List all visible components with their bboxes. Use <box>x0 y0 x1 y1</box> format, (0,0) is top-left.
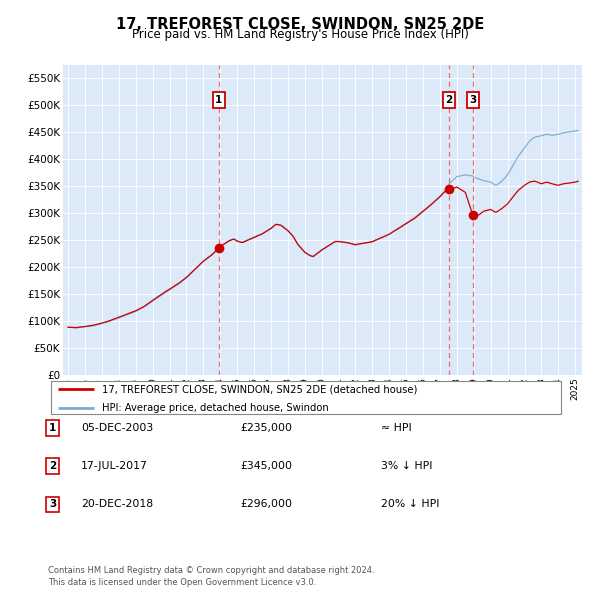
Text: 20-DEC-2018: 20-DEC-2018 <box>81 500 153 509</box>
Text: 3: 3 <box>49 500 56 509</box>
Text: £235,000: £235,000 <box>240 423 292 432</box>
Text: 1: 1 <box>215 95 223 105</box>
Text: 2: 2 <box>446 95 453 105</box>
FancyBboxPatch shape <box>50 381 561 415</box>
Text: £345,000: £345,000 <box>240 461 292 471</box>
Text: 17, TREFOREST CLOSE, SWINDON, SN25 2DE: 17, TREFOREST CLOSE, SWINDON, SN25 2DE <box>116 17 484 31</box>
Text: 05-DEC-2003: 05-DEC-2003 <box>81 423 153 432</box>
Text: 17-JUL-2017: 17-JUL-2017 <box>81 461 148 471</box>
Text: HPI: Average price, detached house, Swindon: HPI: Average price, detached house, Swin… <box>102 402 329 412</box>
Text: 3: 3 <box>469 95 477 105</box>
Text: £296,000: £296,000 <box>240 500 292 509</box>
Text: 1: 1 <box>49 423 56 432</box>
Text: ≈ HPI: ≈ HPI <box>381 423 412 432</box>
Text: 17, TREFOREST CLOSE, SWINDON, SN25 2DE (detached house): 17, TREFOREST CLOSE, SWINDON, SN25 2DE (… <box>102 384 418 394</box>
Text: 2: 2 <box>49 461 56 471</box>
Text: 20% ↓ HPI: 20% ↓ HPI <box>381 500 439 509</box>
Text: Contains HM Land Registry data © Crown copyright and database right 2024.
This d: Contains HM Land Registry data © Crown c… <box>48 566 374 587</box>
Text: 3% ↓ HPI: 3% ↓ HPI <box>381 461 433 471</box>
Text: Price paid vs. HM Land Registry's House Price Index (HPI): Price paid vs. HM Land Registry's House … <box>131 28 469 41</box>
